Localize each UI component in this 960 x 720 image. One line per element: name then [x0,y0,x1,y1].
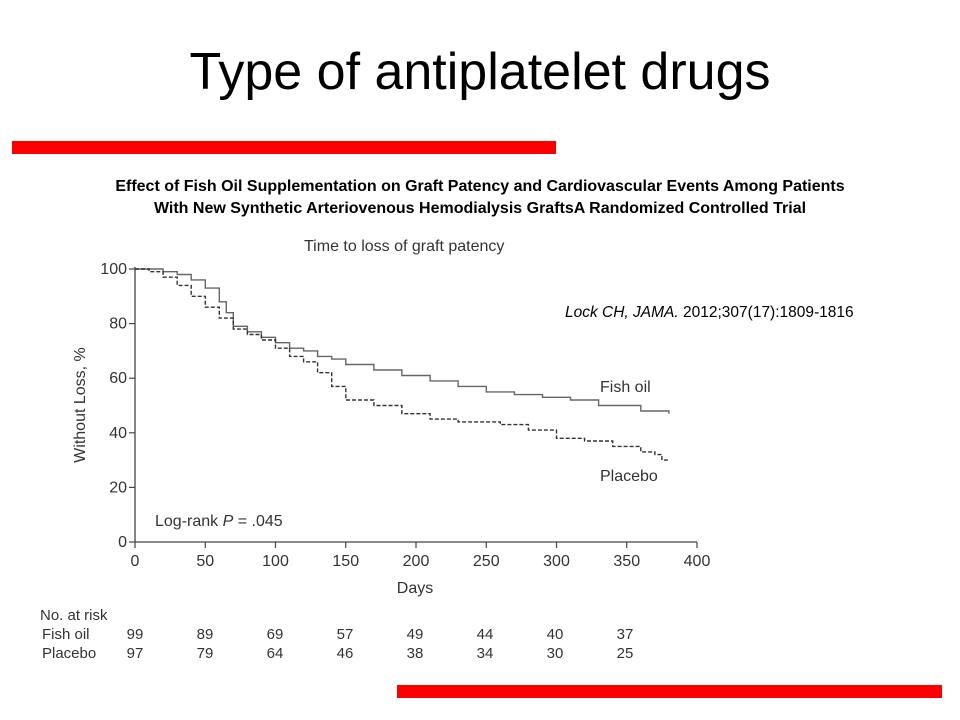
series-line-fish-oil [135,268,670,414]
y-tick-label: 100 [100,261,127,278]
citation: Lock CH, JAMA. 2012;307(17):1809-1816 [565,304,854,322]
x-tick-label: 150 [332,553,359,570]
series-line-placebo [135,268,669,461]
x-tick-label: 50 [196,553,214,570]
y-tick-label: 80 [109,316,127,333]
risk-cell: 57 [337,626,354,643]
study-title-line-1: Effect of Fish Oil Supplementation on Gr… [115,178,845,195]
y-tick-label: 0 [118,534,127,551]
x-tick-label: 400 [684,553,711,570]
x-tick-label: 100 [262,553,289,570]
risk-cell: 89 [197,626,214,643]
risk-cell: 44 [477,626,494,643]
risk-cell: 99 [127,626,144,643]
x-tick-label: 0 [131,553,140,570]
risk-cell: 64 [267,645,284,662]
risk-cell: 69 [267,626,284,643]
bottom-accent-bar [397,685,942,698]
series-label-fish-oil: Fish oil [600,379,651,396]
y-tick-label: 40 [109,425,127,442]
risk-cell: 25 [617,645,634,662]
risk-cell: 46 [337,645,354,662]
x-axis-label: Days [397,580,433,597]
x-tick-label: 300 [543,553,570,570]
risk-table-header: No. at risk [40,607,108,624]
slide-title: Type of antiplatelet drugs [189,43,771,101]
citation-details: 2012;307(17):1809-1816 [678,304,854,321]
y-tick-label: 60 [109,370,127,387]
risk-cell: 37 [617,626,634,643]
y-tick-label: 20 [109,479,127,496]
risk-cell: 38 [407,645,424,662]
top-accent-bar [12,141,556,154]
risk-cell: 34 [477,645,494,662]
risk-row-label: Placebo [42,645,96,662]
x-tick-label: 200 [403,553,430,570]
risk-cell: 79 [197,645,214,662]
log-rank-annotation: Log-rank P = .045 [155,513,283,530]
x-tick-label: 350 [613,553,640,570]
chart-title: Time to loss of graft patency [304,238,504,255]
risk-cell: 40 [547,626,564,643]
study-title: Effect of Fish Oil Supplementation on Gr… [18,176,942,220]
risk-row-label: Fish oil [42,626,90,643]
x-tick-label: 250 [473,553,500,570]
series-label-placebo: Placebo [600,468,658,485]
risk-cell: 30 [547,645,564,662]
y-axis-label: Without Loss, % [72,347,89,463]
risk-cell: 97 [127,645,144,662]
study-title-line-2: With New Synthetic Arteriovenous Hemodia… [153,200,807,217]
citation-author: Lock CH, JAMA. [565,304,679,321]
risk-cell: 49 [407,626,424,643]
